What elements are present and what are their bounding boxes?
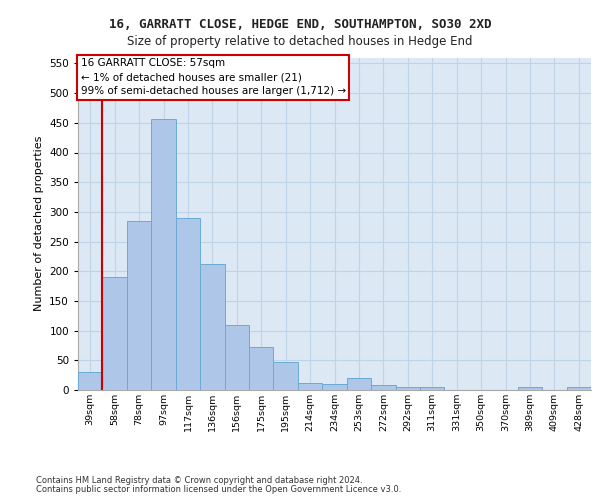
Text: Size of property relative to detached houses in Hedge End: Size of property relative to detached ho… — [127, 35, 473, 48]
Bar — [151, 118, 176, 390]
Text: 16 GARRATT CLOSE: 57sqm
← 1% of detached houses are smaller (21)
99% of semi-det: 16 GARRATT CLOSE: 57sqm ← 1% of detached… — [80, 58, 346, 96]
Bar — [566, 387, 591, 390]
Bar — [224, 324, 249, 390]
Bar — [78, 372, 103, 390]
Bar — [200, 264, 224, 390]
Bar — [395, 387, 420, 390]
Bar — [371, 385, 395, 390]
Y-axis label: Number of detached properties: Number of detached properties — [34, 136, 44, 312]
Text: Contains HM Land Registry data © Crown copyright and database right 2024.: Contains HM Land Registry data © Crown c… — [36, 476, 362, 485]
Text: Contains public sector information licensed under the Open Government Licence v3: Contains public sector information licen… — [36, 485, 401, 494]
Bar — [347, 378, 371, 390]
Bar — [518, 387, 542, 390]
Bar — [298, 383, 322, 390]
Bar — [274, 362, 298, 390]
Bar — [249, 346, 274, 390]
Bar — [420, 387, 445, 390]
Bar — [176, 218, 200, 390]
Bar — [322, 384, 347, 390]
Text: 16, GARRATT CLOSE, HEDGE END, SOUTHAMPTON, SO30 2XD: 16, GARRATT CLOSE, HEDGE END, SOUTHAMPTO… — [109, 18, 491, 30]
Bar — [103, 277, 127, 390]
Bar — [127, 221, 151, 390]
